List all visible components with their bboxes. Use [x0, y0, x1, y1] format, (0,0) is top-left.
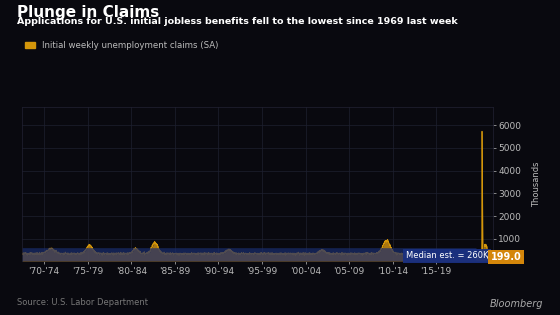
Text: Median est. = 260K: Median est. = 260K [405, 251, 488, 260]
Text: Source: U.S. Labor Department: Source: U.S. Labor Department [17, 298, 148, 307]
Text: Plunge in Claims: Plunge in Claims [17, 5, 159, 20]
Text: Bloomberg: Bloomberg [489, 299, 543, 309]
Text: 199.0: 199.0 [491, 252, 521, 262]
Y-axis label: Thousands: Thousands [533, 162, 542, 207]
Legend: Initial weekly unemployment claims (SA): Initial weekly unemployment claims (SA) [21, 37, 222, 53]
Text: Applications for U.S. initial jobless benefits fell to the lowest since 1969 las: Applications for U.S. initial jobless be… [17, 17, 458, 26]
